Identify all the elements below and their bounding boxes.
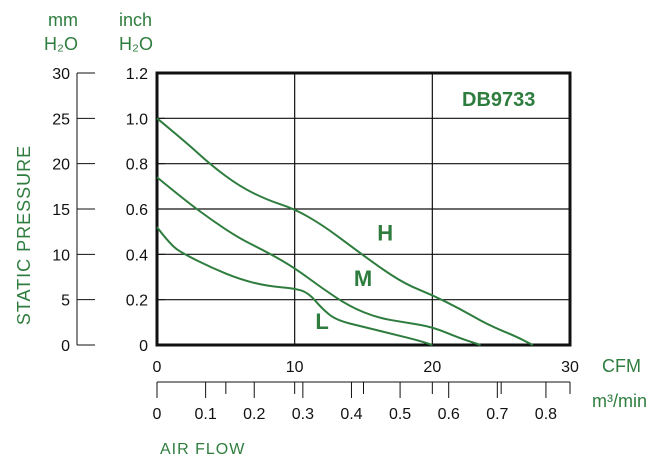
inch-tick-label: 0.4 [126, 247, 148, 264]
y-unit-mm-line2: H₂O [44, 34, 78, 54]
m3min-tick-label: 0.7 [486, 406, 508, 423]
y-unit-inch-line2: H₂O [119, 34, 153, 54]
cfm-tick-label: 20 [423, 359, 441, 376]
inch-ticks: 0 0.2 0.4 0.6 0.8 1.0 1.2 [126, 66, 165, 355]
m3min-tick-label: 0.5 [389, 406, 411, 423]
cfm-ticks: 0 10 20 30 [153, 359, 579, 394]
mm-tick-label: 15 [52, 202, 70, 219]
inch-tick-label: 1.0 [126, 111, 148, 128]
m3min-tick-label: 0.4 [340, 406, 362, 423]
m3min-tick-label: 0.3 [292, 406, 314, 423]
series-label-L: L [315, 309, 328, 334]
inch-tick-label: 0 [139, 338, 148, 355]
mm-tick-label: 25 [52, 111, 70, 128]
chart-title: DB9733 [462, 89, 535, 111]
x-axis-title: AIR FLOW [160, 441, 245, 458]
cfm-tick-label: 10 [286, 359, 304, 376]
cfm-tick-label: 0 [153, 359, 162, 376]
mm-tick-label: 20 [52, 157, 70, 174]
mm-ticks: 0 5 10 15 20 25 30 [52, 66, 95, 355]
cfm-tick-label: 30 [561, 359, 579, 376]
series-label-M: M [354, 266, 372, 291]
y-axis-title: STATIC PRESSURE [14, 145, 34, 325]
curve-L [156, 226, 433, 346]
performance-curves: HM L [156, 117, 534, 346]
m3min-tick-label: 0.1 [194, 406, 216, 423]
mm-tick-label: 0 [61, 338, 70, 355]
m3min-tick-label: 0 [153, 406, 162, 423]
inch-tick-label: 1.2 [126, 66, 148, 83]
curve-M [156, 176, 481, 346]
plot-grid [157, 73, 570, 345]
inch-tick-label: 0.8 [126, 157, 148, 174]
inch-tick-label: 0.2 [126, 293, 148, 310]
x-unit-m3min: m³/min [592, 391, 647, 411]
mm-tick-label: 30 [52, 66, 70, 83]
inch-tick-label: 0.6 [126, 202, 148, 219]
curve-H [156, 117, 534, 346]
mm-tick-label: 10 [52, 247, 70, 264]
x-unit-cfm: CFM [602, 356, 641, 376]
series-label-H: H [377, 221, 393, 246]
m3min-tick-label: 0.8 [535, 406, 557, 423]
y-unit-inch-line1: inch [119, 10, 152, 30]
y-unit-mm-line1: mm [48, 10, 78, 30]
m3min-ticks: 0 0.1 0.2 0.3 0.4 0.5 0.6 0.7 0.8 [153, 382, 557, 423]
m3min-tick-label: 0.6 [438, 406, 460, 423]
mm-tick-label: 5 [61, 293, 70, 310]
m3min-tick-label: 0.2 [243, 406, 265, 423]
